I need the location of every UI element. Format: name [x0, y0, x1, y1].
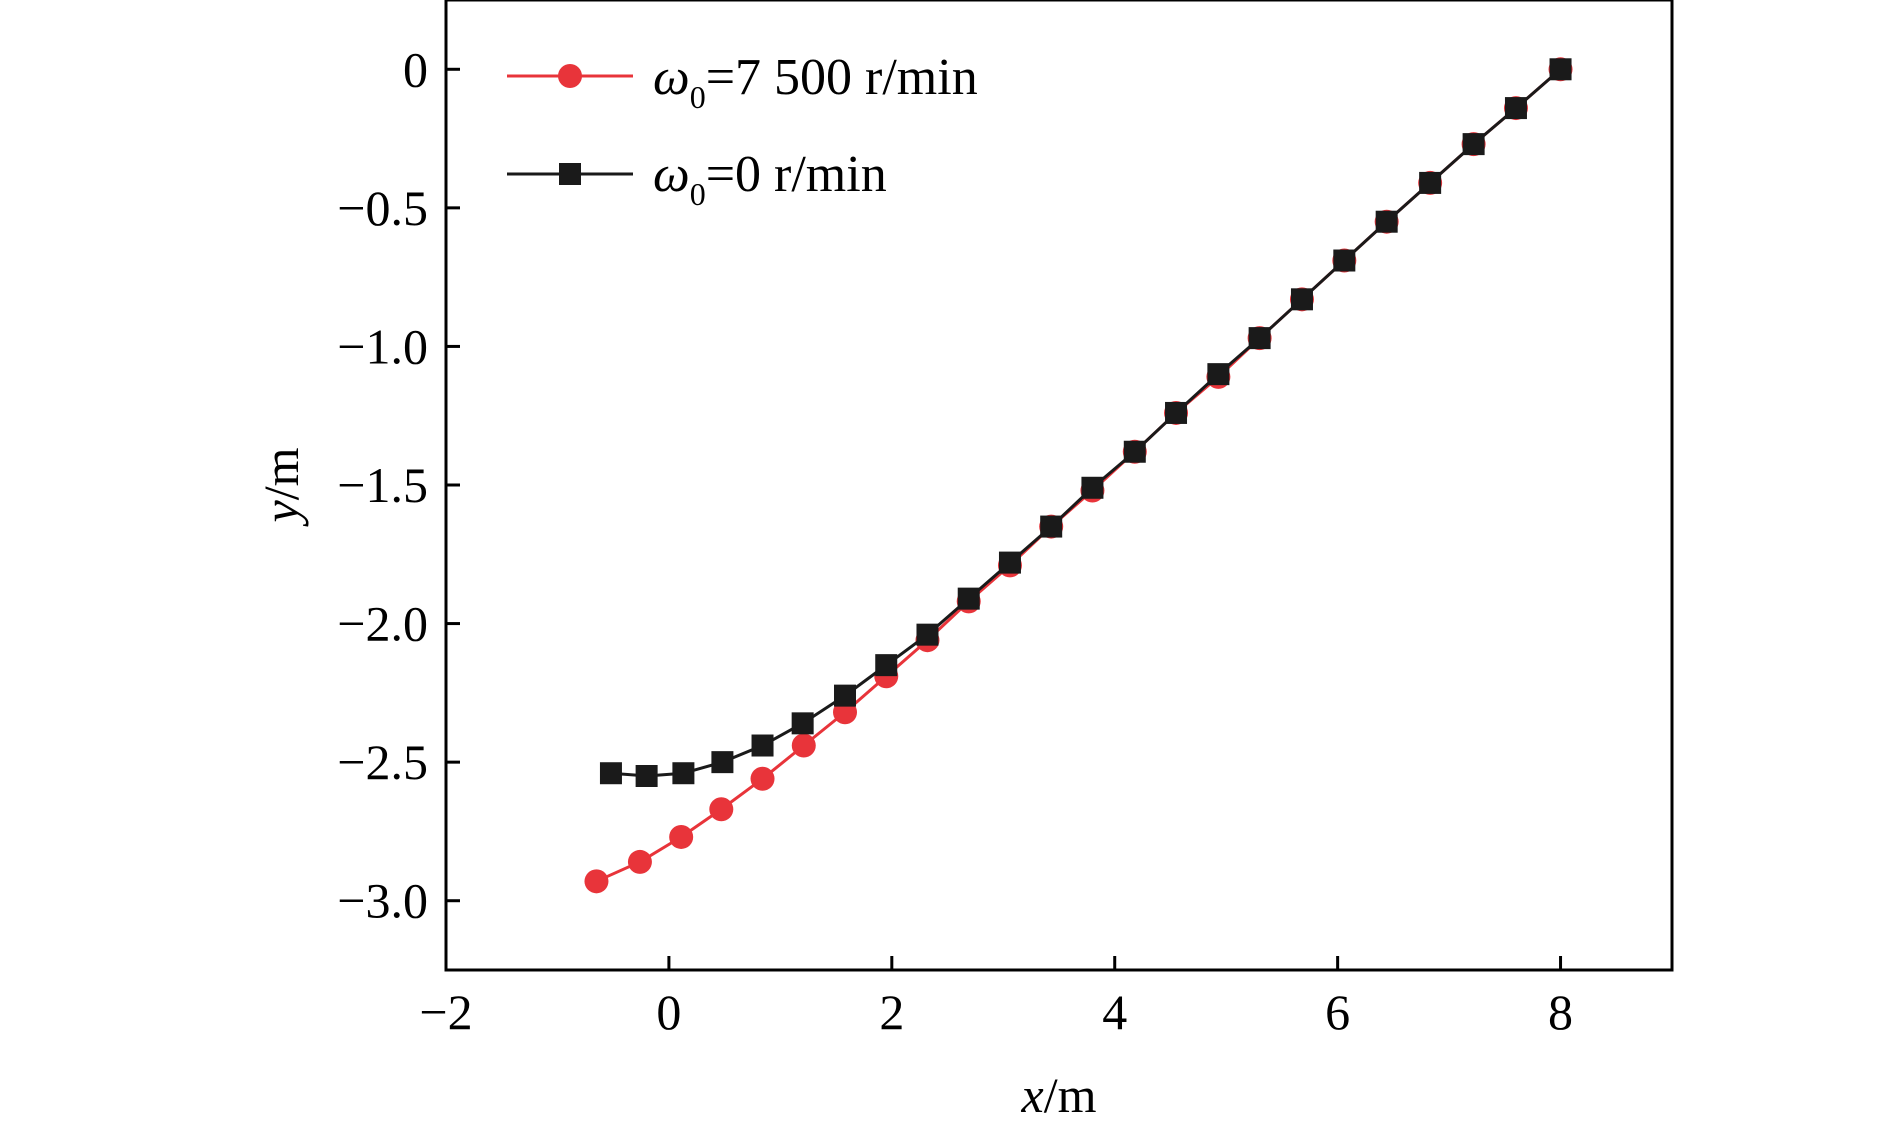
series-2-point	[1549, 58, 1572, 81]
legend-symbol-series-1: ω	[653, 49, 690, 106]
series-2-point	[1333, 249, 1356, 272]
x-tick-label: 4	[1102, 984, 1127, 1040]
series-layer	[584, 57, 1573, 894]
legend-marker-series-2	[559, 163, 581, 185]
series-2-point	[1375, 210, 1398, 233]
y-tick-label: −0.5	[337, 180, 428, 236]
series-2-point	[1123, 440, 1146, 463]
series-2-point	[875, 654, 898, 677]
y-tick-label: −3.0	[337, 873, 428, 929]
x-axis-title: x/m	[1021, 1067, 1097, 1123]
legend-rest-series-2: =0 r/min	[706, 146, 887, 203]
series-2-point	[1207, 363, 1230, 386]
series-2	[599, 58, 1572, 787]
legend-rest-series-1: =7 500 r/min	[706, 49, 978, 106]
x-tick-label: 2	[879, 984, 904, 1040]
axis-ticks	[444, 67, 1563, 970]
y-tick-label: −2.0	[337, 596, 428, 652]
plot-frame	[444, 0, 1674, 972]
series-2-point	[751, 734, 774, 757]
y-tick-label: −1.5	[337, 457, 428, 513]
legend: ω0=7 500 r/min ω0=0 r/min	[507, 49, 978, 212]
series-1-point	[750, 766, 775, 791]
legend-subscript-series-2: 0	[690, 176, 706, 212]
series-2-point	[1248, 327, 1271, 350]
series-2-point	[672, 762, 695, 785]
series-2-point	[711, 751, 734, 774]
x-axis-var: x	[1021, 1067, 1044, 1123]
y-tick-label: −2.5	[337, 734, 428, 790]
series-2-point	[1290, 288, 1313, 311]
series-2-point	[791, 712, 814, 735]
series-1-point	[584, 869, 609, 894]
series-2-point	[635, 765, 658, 787]
x-tick-label: 6	[1325, 984, 1350, 1040]
x-tick-label: 0	[656, 984, 681, 1040]
tick-labels: −2 0 2 4 6 8 0 −0.5 −1.0 −1.5 −2.0 −2.5 −3.0	[337, 41, 1573, 1040]
legend-label-series-2: ω0=0 r/min	[653, 146, 887, 212]
x-tick-label: 8	[1548, 984, 1573, 1040]
series-2-point	[1419, 171, 1442, 194]
series-1-point	[669, 824, 694, 849]
x-axis-unit: /m	[1044, 1067, 1097, 1123]
series-2-point	[599, 762, 622, 785]
legend-item-series-2: ω0=0 r/min	[507, 146, 887, 212]
series-2-point	[1462, 133, 1485, 156]
series-1-point	[627, 849, 652, 874]
y-axis-var: y	[253, 500, 309, 528]
series-2-point	[1040, 515, 1063, 538]
y-tick-label: −1.0	[337, 318, 428, 374]
legend-label-series-1: ω0=7 500 r/min	[653, 49, 978, 115]
y-axis-unit: /m	[253, 447, 309, 500]
series-2-point	[957, 587, 980, 610]
series-1-point	[791, 733, 816, 758]
y-axis-title: y/m	[253, 447, 309, 527]
x-tick-label: −2	[419, 984, 472, 1040]
series-2-point	[1504, 97, 1527, 120]
series-2-point	[916, 623, 939, 646]
series-2-point	[998, 551, 1021, 574]
legend-symbol-series-2: ω	[653, 146, 690, 203]
series-1-point	[709, 797, 734, 822]
series-2-point	[834, 684, 857, 707]
legend-subscript-series-1: 0	[690, 79, 706, 115]
series-2-point	[1081, 476, 1104, 499]
legend-item-series-1: ω0=7 500 r/min	[507, 49, 978, 115]
y-tick-label: 0	[403, 41, 428, 97]
legend-marker-series-1	[558, 64, 582, 88]
series-2-point	[1165, 401, 1188, 424]
